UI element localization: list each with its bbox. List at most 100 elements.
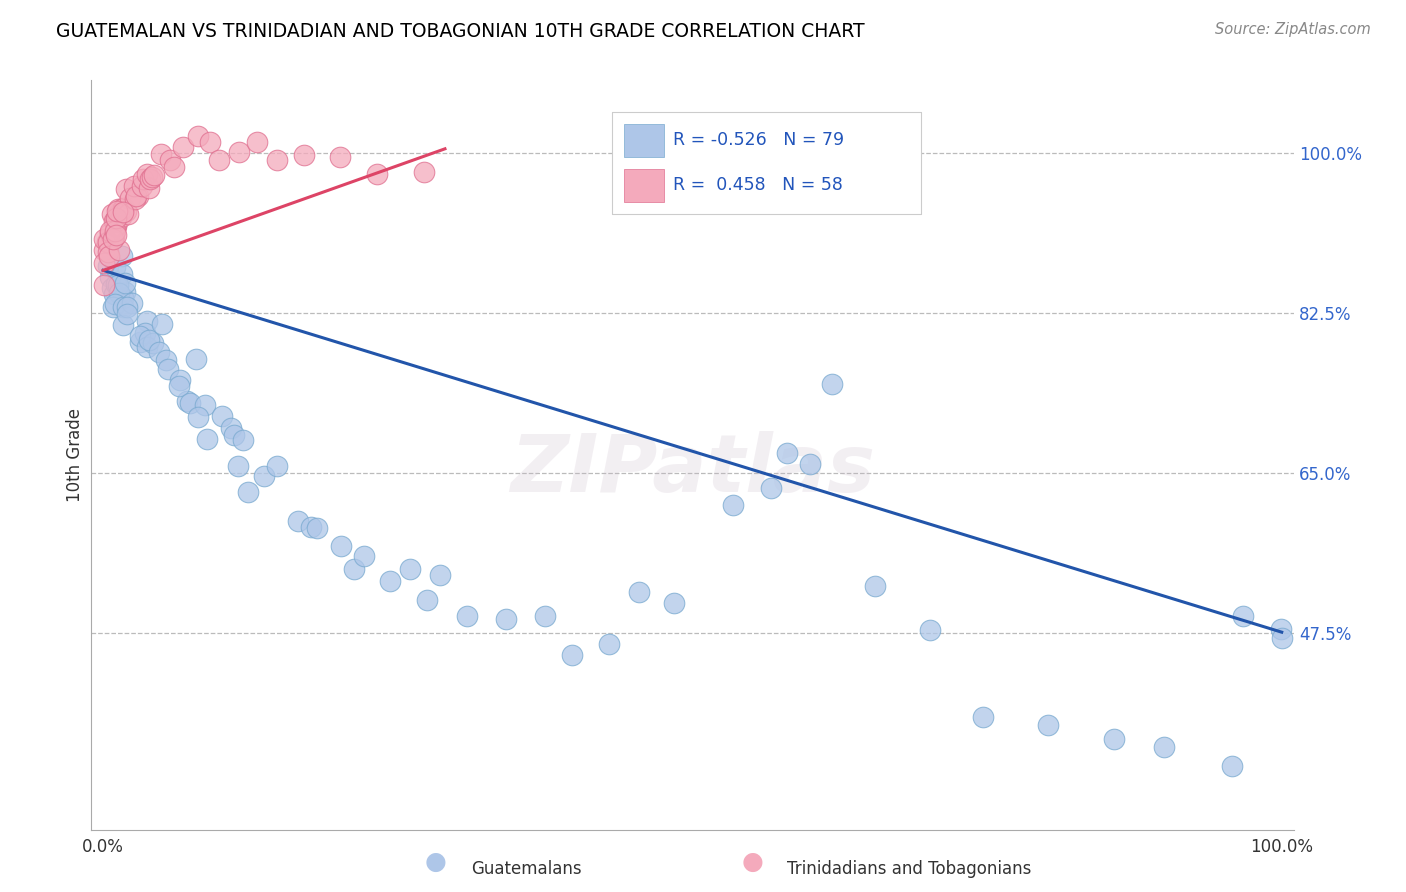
Y-axis label: 10th Grade: 10th Grade (66, 408, 84, 502)
Point (136, 314, 159, 328)
Point (98, 249, 121, 263)
Point (198, 135, 221, 149)
Point (104, 211, 127, 226)
Point (93, 232, 115, 246)
Point (128, 334, 150, 349)
Point (253, 469, 276, 483)
Point (141, 169, 163, 184)
Point (98, 224, 121, 238)
Point (120, 191, 142, 205)
Point (287, 515, 309, 529)
Point (105, 203, 128, 218)
Point (495, 612, 517, 626)
Point (96, 235, 118, 249)
Point (155, 353, 177, 368)
Point (228, 145, 250, 160)
Point (972, 710, 994, 724)
Point (863, 579, 886, 593)
Point (266, 458, 288, 473)
Point (172, 139, 194, 153)
Point (598, 637, 620, 651)
Point (107, 278, 129, 293)
Point (721, 499, 744, 513)
Point (456, 609, 478, 624)
Point (114, 285, 136, 299)
Point (222, 428, 245, 442)
Point (104, 297, 127, 311)
Point (111, 204, 134, 219)
Point (136, 340, 159, 354)
Point (156, 362, 179, 376)
Text: Source: ZipAtlas.com: Source: ZipAtlas.com (1215, 22, 1371, 37)
Point (115, 204, 138, 219)
Point (107, 202, 129, 216)
Point (104, 224, 127, 238)
Point (353, 549, 375, 564)
Bar (624, 169, 664, 202)
Point (142, 168, 165, 182)
Point (1271, 632, 1294, 646)
Point (105, 213, 128, 227)
Point (301, 519, 323, 533)
Bar (624, 124, 664, 157)
Point (534, 608, 557, 623)
Point (110, 210, 132, 224)
Point (163, 160, 186, 174)
Point (208, 153, 231, 167)
Point (117, 207, 139, 221)
Point (429, 568, 451, 582)
Point (105, 228, 128, 243)
Point (1102, 732, 1125, 747)
Point (98, 269, 121, 284)
Point (128, 329, 150, 343)
Point (101, 207, 124, 221)
Point (236, 485, 259, 500)
Point (138, 180, 160, 194)
Point (194, 398, 217, 412)
Point (138, 333, 160, 347)
Point (245, 136, 267, 150)
Point (97, 235, 120, 249)
Text: ZIPatlas: ZIPatlas (510, 431, 875, 509)
Point (186, 351, 208, 366)
Point (103, 229, 125, 244)
Point (103, 214, 125, 228)
Point (662, 596, 685, 610)
Point (627, 585, 650, 599)
Point (114, 182, 136, 196)
Point (121, 295, 143, 310)
Point (132, 172, 155, 186)
Point (1153, 740, 1175, 755)
Point (101, 301, 124, 315)
Point (195, 432, 218, 446)
Point (93, 277, 115, 292)
Point (266, 153, 288, 168)
Point (799, 458, 821, 472)
Text: Guatemalans: Guatemalans (471, 860, 582, 878)
Point (920, 623, 942, 637)
Point (366, 167, 388, 181)
Point (112, 201, 135, 215)
Point (104, 219, 127, 234)
Point (101, 281, 124, 295)
Point (412, 165, 434, 179)
Point (292, 147, 315, 161)
Point (1220, 758, 1243, 772)
Point (115, 307, 138, 321)
Point (108, 285, 131, 300)
Point (169, 378, 191, 392)
Point (101, 232, 124, 246)
Point (343, 562, 366, 576)
Point (114, 276, 136, 290)
Point (561, 648, 583, 662)
Point (159, 153, 181, 167)
Point (226, 458, 249, 473)
Point (378, 574, 401, 588)
Point (104, 277, 127, 292)
Point (93, 256, 115, 270)
Point (131, 179, 153, 194)
Point (97, 259, 120, 273)
Point (104, 260, 127, 275)
Point (112, 318, 135, 332)
Point (97, 245, 120, 260)
